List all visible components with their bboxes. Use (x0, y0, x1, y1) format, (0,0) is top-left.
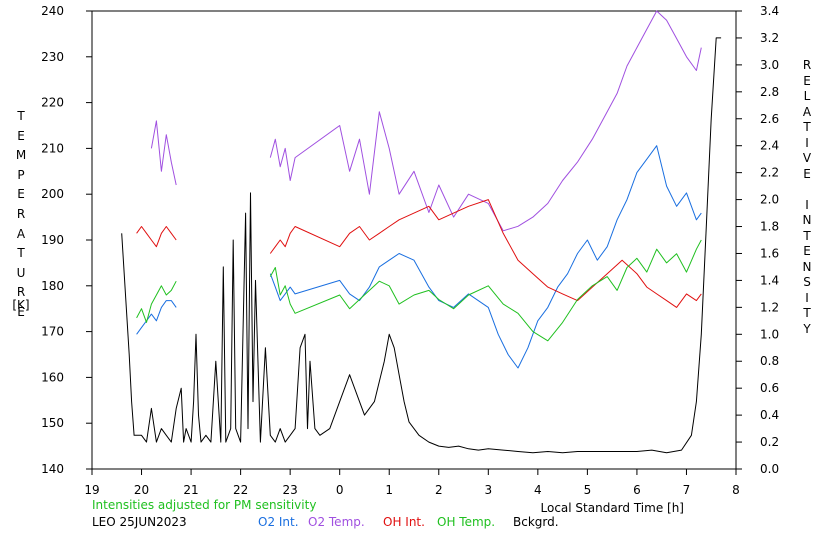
series-group (121, 10, 722, 454)
x-tick-label: 4 (534, 483, 542, 497)
plot-frame (91, 10, 737, 470)
right-tick-label: 1.4 (760, 273, 779, 287)
right-axis-title-letter: T (803, 120, 811, 134)
right-tick-label: 3.2 (760, 31, 779, 45)
left-tick-label: 230 (41, 50, 64, 64)
x-tick-label: 20 (134, 483, 149, 497)
legend-entry: Bckgrd. (513, 515, 559, 529)
left-axis-title-letter: E (17, 128, 25, 143)
x-tick-label: 21 (183, 483, 198, 497)
x-tick-label: 7 (683, 483, 691, 497)
right-tick-label: 2.6 (760, 112, 779, 126)
right-axis-title-letter: S (803, 275, 811, 289)
series-line-ohtemp (136, 239, 702, 342)
left-axis-title-letter: T (17, 109, 25, 123)
left-axis-title-letter: E (17, 187, 25, 202)
right-axis-title-letter: I (805, 197, 809, 212)
right-axis-title-letter: T (803, 306, 811, 320)
left-tick-label: 140 (41, 462, 64, 476)
right-axis-title-letter: L (803, 89, 811, 103)
right-axis-title-letter: A (802, 104, 812, 119)
right-axis-title-letter: N (802, 213, 812, 227)
right-axis-title-letter (800, 182, 814, 198)
right-tick-label: 1.8 (760, 220, 779, 234)
left-axis-title-letter: P (17, 167, 25, 182)
legend-entry: O2 Temp. (308, 515, 365, 529)
legend-entry: O2 Int. (258, 515, 299, 529)
left-axis-title-letter: E (17, 304, 25, 319)
left-axis-title-letter: U (16, 265, 26, 280)
left-axis-title-letter: R (16, 285, 26, 300)
series-line-ohint (136, 199, 702, 308)
right-axis-title-letter: E (803, 166, 811, 181)
left-tick-label: 190 (41, 233, 64, 247)
left-tick-label: 170 (41, 325, 64, 339)
left-tick-label: 240 (41, 4, 64, 18)
station-date: LEO 25JUN2023 (92, 515, 187, 529)
left-tick-label: 150 (41, 416, 64, 430)
x-tick-label: 0 (336, 483, 344, 497)
right-tick-label: 2.8 (760, 85, 779, 99)
x-tick-label: 23 (283, 483, 298, 497)
right-tick-label: 0.8 (760, 354, 779, 368)
legend: Intensities adjusted for PM sensitivity L… (92, 498, 559, 529)
right-axis-title-letter: E (803, 73, 811, 88)
right-axis-title-letter: N (802, 259, 812, 274)
left-axis-unit: [K] (12, 298, 30, 312)
right-tick-label: 0.6 (760, 381, 779, 395)
x-tick-label: 1 (385, 483, 393, 497)
left-axis-title-letter: M (15, 148, 27, 163)
x-tick-label: 19 (84, 483, 99, 497)
right-tick-label: 2.4 (760, 139, 779, 153)
x-tick-label: 6 (633, 483, 641, 497)
x-axis-label: Local Standard Time [h] (541, 501, 684, 515)
left-tick-label: 160 (41, 370, 64, 384)
left-axis-title-letter: R (16, 206, 26, 221)
right-tick-label: 0.4 (760, 408, 779, 422)
left-tick-label: 180 (41, 279, 64, 293)
x-tick-label: 2 (435, 483, 443, 497)
right-tick-label: 3.0 (760, 58, 779, 72)
left-axis-title-letter: T (17, 246, 25, 261)
right-axis-title-letter: V (802, 151, 812, 165)
right-axis-title-letter: R (802, 58, 812, 72)
left-tick-label: 220 (41, 96, 64, 110)
x-tick-label: 3 (484, 483, 492, 497)
left-axis-title-letter: A (16, 226, 26, 241)
x-tick-label: 5 (584, 483, 592, 497)
right-tick-label: 1.0 (760, 327, 779, 341)
right-axis-title-letter: Y (803, 321, 811, 336)
x-tick-label: 8 (732, 483, 740, 497)
right-axis-title-letter: I (805, 135, 809, 150)
legend-entry: OH Int. (383, 515, 425, 529)
tick-labels: 1401501601701801902002102202302400.00.20… (41, 4, 779, 515)
right-tick-label: 0.0 (760, 462, 779, 476)
sensitivity-note: Intensities adjusted for PM sensitivity (92, 498, 316, 512)
series-line-o2temp (150, 10, 702, 232)
right-axis-title-letter: T (803, 228, 811, 243)
right-tick-label: 3.4 (760, 4, 779, 18)
x-tick-label: 22 (233, 483, 248, 497)
right-tick-label: 0.2 (760, 435, 779, 449)
series-line-o2int (136, 145, 702, 369)
right-tick-label: 2.0 (760, 193, 779, 207)
legend-entry: OH Temp. (437, 515, 495, 529)
right-axis-title-letter: E (803, 244, 811, 258)
right-tick-label: 2.2 (760, 166, 779, 180)
left-tick-label: 200 (41, 187, 64, 201)
right-tick-label: 1.2 (760, 300, 779, 314)
left-tick-label: 210 (41, 141, 64, 155)
right-axis-title-letter: I (805, 290, 809, 305)
series-line-bckgrd (121, 37, 722, 454)
axes (86, 10, 742, 475)
right-tick-label: 1.6 (760, 246, 779, 260)
